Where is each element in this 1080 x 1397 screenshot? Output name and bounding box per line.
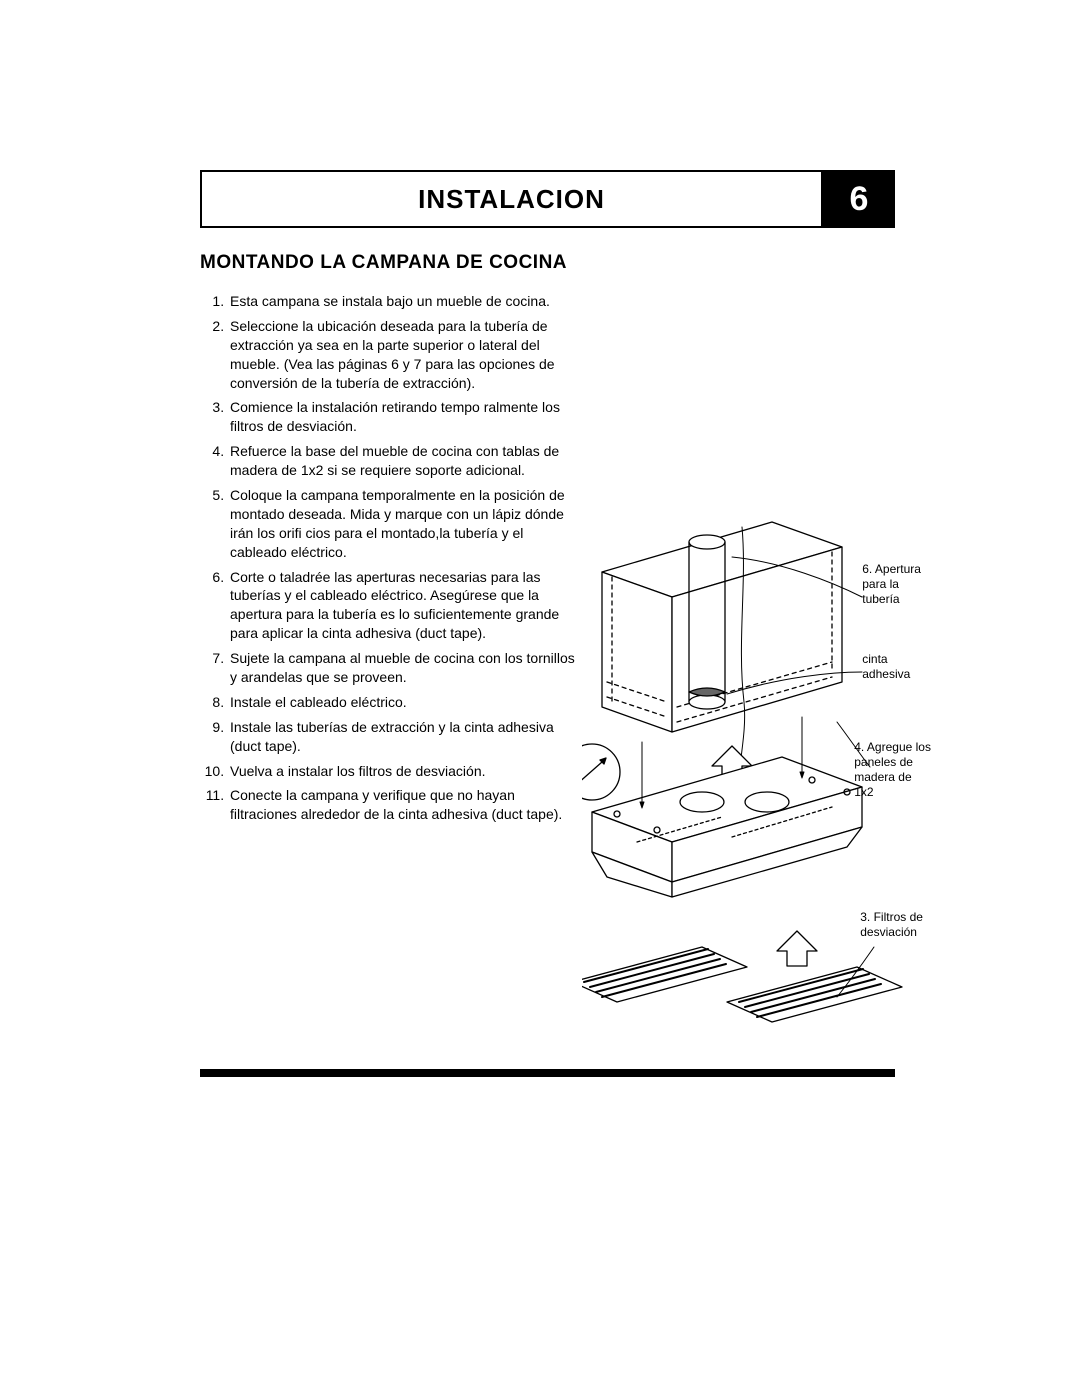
step-list: Esta campana se instala bajo un mueble d… [200,292,582,824]
detail-circle-icon [582,744,620,800]
list-item: Seleccione la ubicación deseada para la … [228,317,582,393]
callout-wood-panels: 4. Agregue los paneles de madera de 1x2 [854,740,934,800]
section-subtitle: MONTANDO LA CAMPANA DE COCINA [200,252,895,274]
up-arrow-icon [777,931,817,966]
list-item: Sujete la campana al mueble de cocina co… [228,649,582,687]
list-item: Coloque la campana temporalmente en la p… [228,486,582,562]
callout-duct-opening: 6. Apertura para la tubería [862,562,922,607]
list-item: Comience la instalación retirando tempo … [228,398,582,436]
list-item: Vuelva a instalar los filtros de desviac… [228,762,582,781]
range-hood-icon [592,757,862,897]
content-row: Esta campana se instala bajo un mueble d… [200,292,895,1092]
list-item: Instale el cableado eléctrico. [228,693,582,712]
document-page: INSTALACION 6 MONTANDO LA CAMPANA DE COC… [0,0,1080,1397]
list-item: Esta campana se instala bajo un mueble d… [228,292,582,311]
list-item: Conecte la campana y verifique que no ha… [228,786,582,824]
list-item: Refuerce la base del mueble de cocina co… [228,442,582,480]
header-title: INSTALACION [200,170,823,228]
diagram-column: 6. Apertura para la tubería cinta adhesi… [582,292,895,1092]
callout-filters: 3. Filtros de desviación [860,910,930,940]
callout-tape: cinta adhesiva [862,652,922,682]
page-header: INSTALACION 6 [200,170,895,228]
steps-column: Esta campana se instala bajo un mueble d… [200,292,582,830]
header-page-number: 6 [823,170,895,228]
list-item: Corte o taladrée las aperturas necesaria… [228,568,582,644]
bottom-rule [200,1069,895,1077]
baffle-filter-icon [582,947,902,1022]
list-item: Instale las tuberías de extracción y la … [228,718,582,756]
